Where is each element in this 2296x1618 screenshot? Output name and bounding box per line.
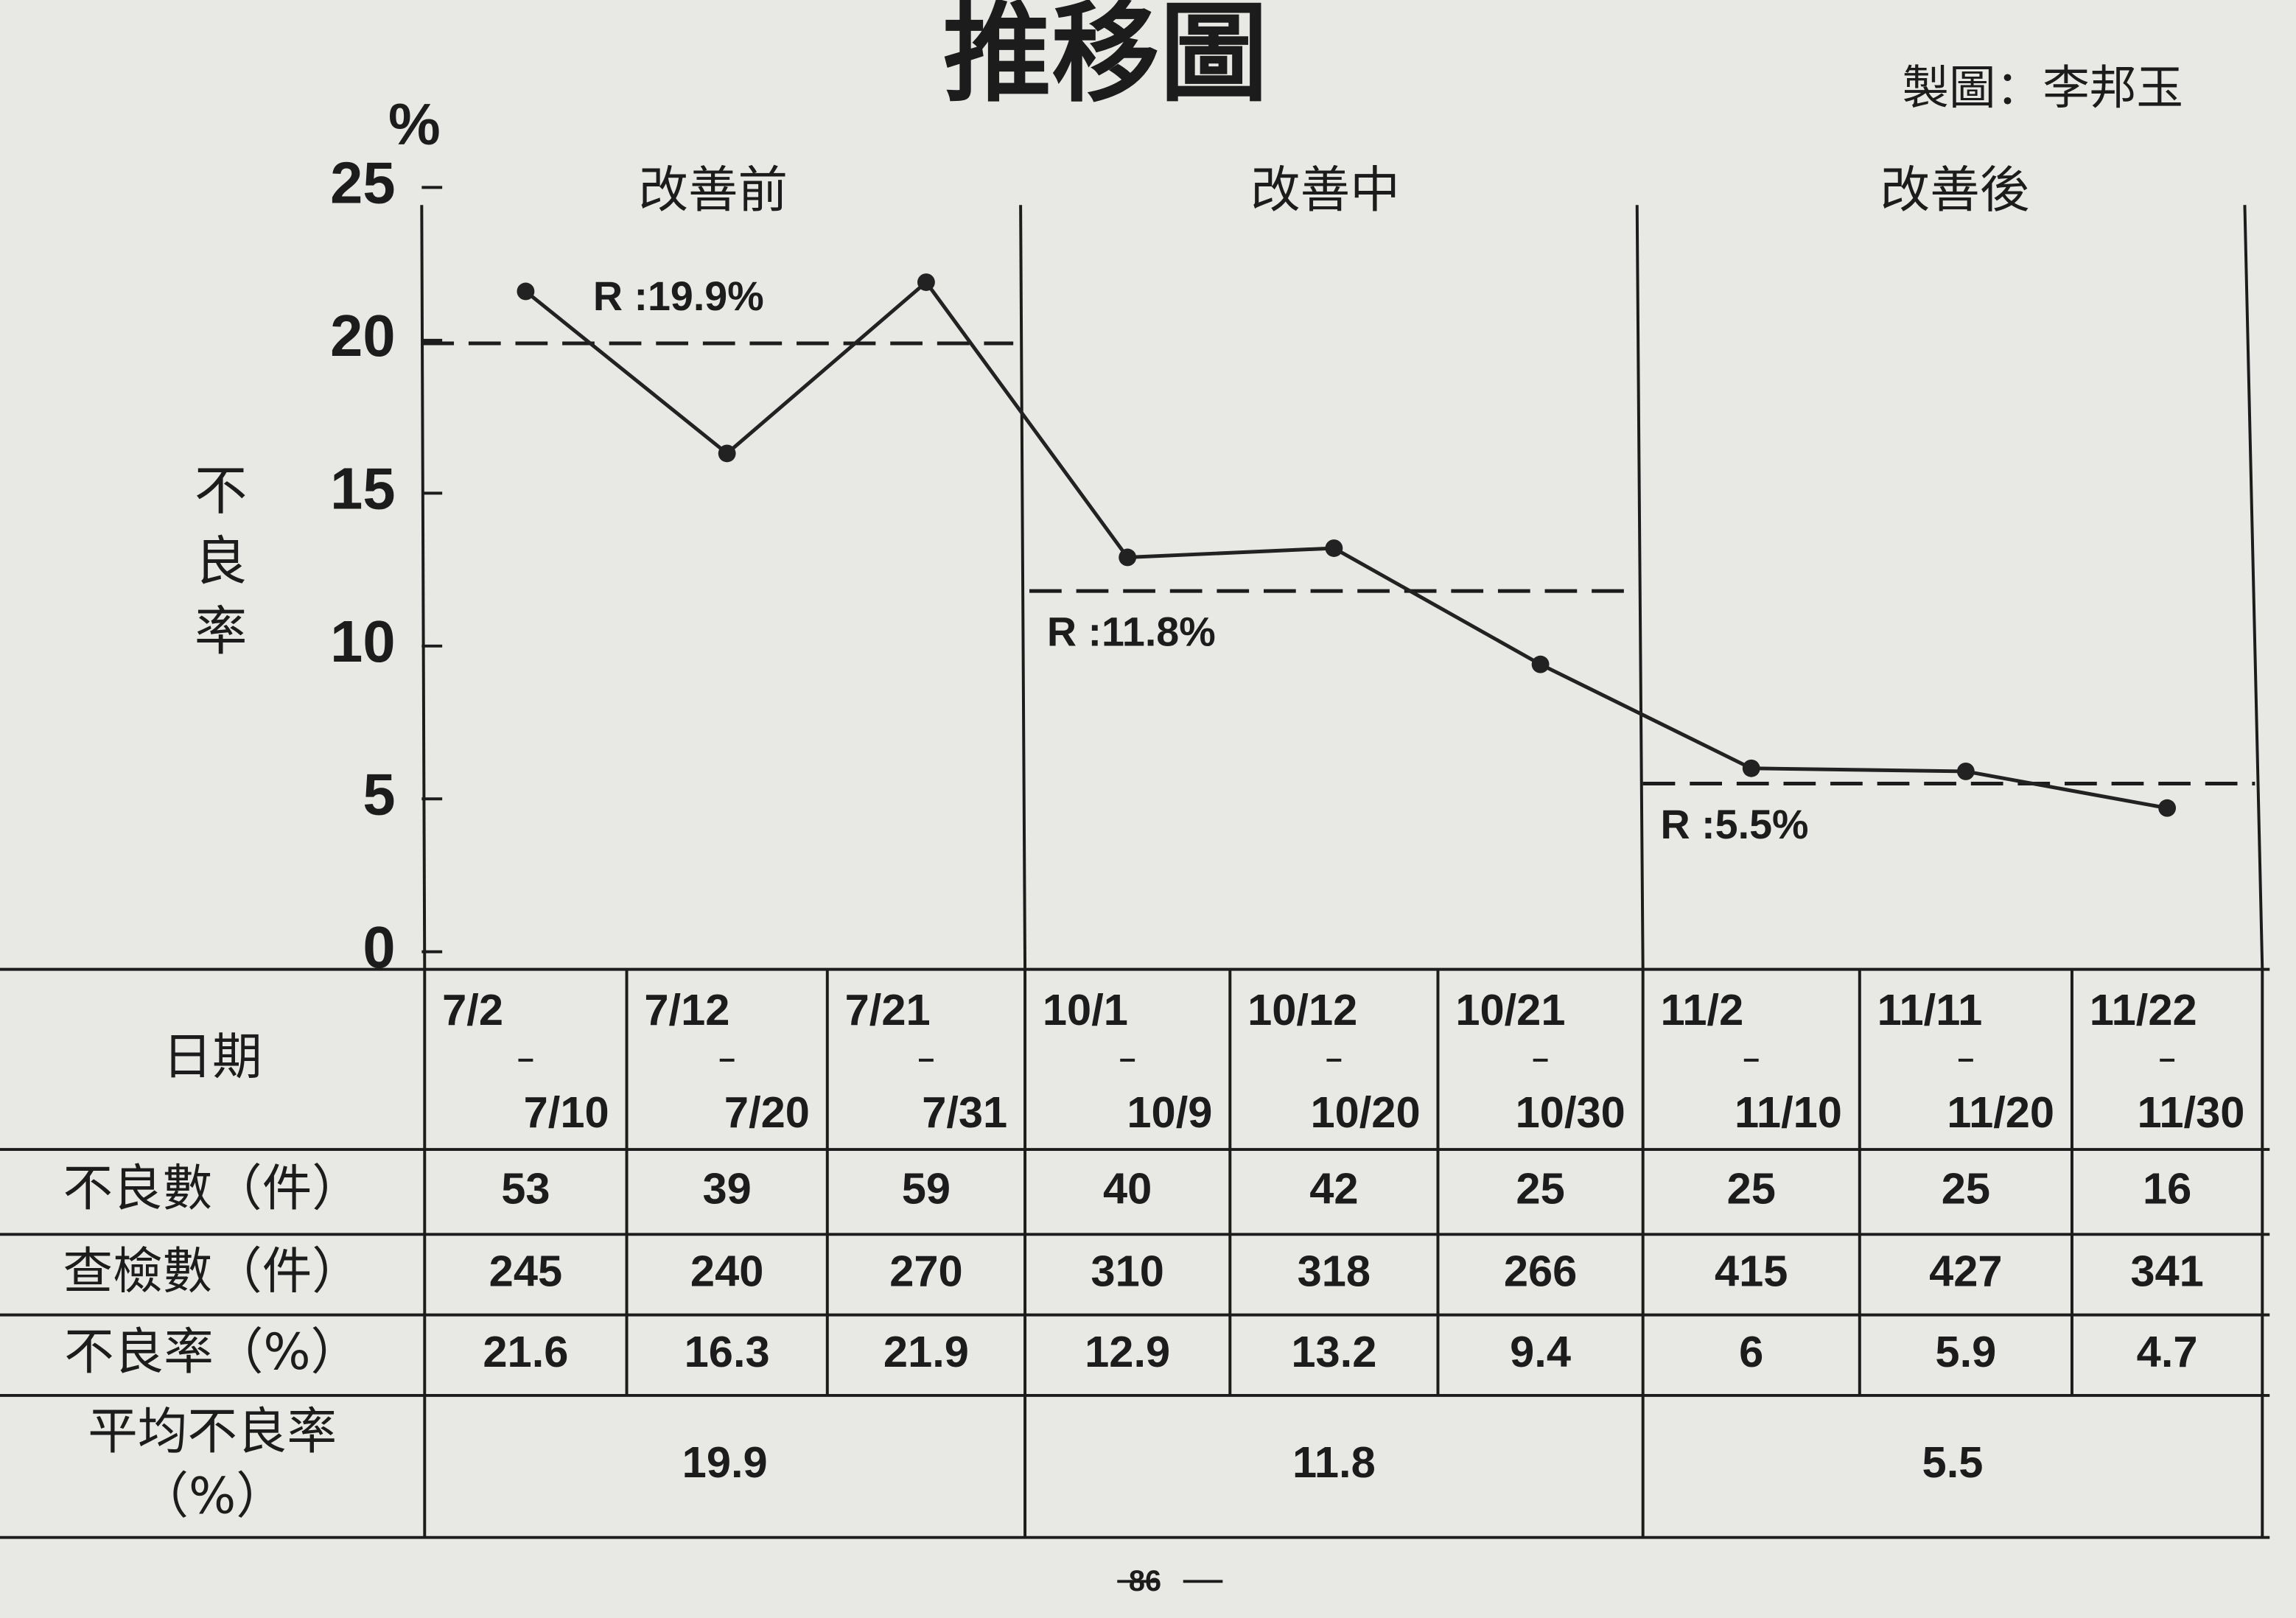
cell: 318 xyxy=(1298,1247,1371,1296)
data-point xyxy=(1742,759,1760,777)
cell: 16 xyxy=(2143,1163,2191,1213)
cell: 5.9 xyxy=(1935,1327,1996,1376)
cell: 9.4 xyxy=(1510,1327,1571,1376)
average-label: 平均不良率 xyxy=(88,1402,337,1460)
data-point xyxy=(2158,799,2177,817)
row-label: 不良數（件） xyxy=(63,1159,362,1217)
phase-divider xyxy=(1635,205,1645,970)
date-end: 10/20 xyxy=(1310,1088,1420,1137)
data-point xyxy=(917,273,935,291)
y-tick-label: 20 xyxy=(330,303,395,368)
cell: 25 xyxy=(1727,1163,1776,1213)
date-start: 10/12 xyxy=(1247,985,1357,1034)
cell: 12.9 xyxy=(1085,1327,1170,1376)
mean-label: R :11.8% xyxy=(1047,609,1216,654)
y-tick-label: 15 xyxy=(330,455,395,521)
data-point xyxy=(1956,763,1975,780)
cell: 427 xyxy=(1929,1247,2002,1296)
date-start: 11/11 xyxy=(1877,985,1983,1034)
row-label: 不良率（%） xyxy=(64,1323,360,1381)
date-end: 7/31 xyxy=(922,1088,1007,1137)
chart-right-border xyxy=(2243,205,2264,970)
date-end: 11/10 xyxy=(1735,1088,1842,1137)
phase-label: 改善中 xyxy=(1250,161,1400,219)
phase-divider xyxy=(1019,205,1027,970)
cell: 21.6 xyxy=(483,1327,568,1376)
average-cell: 19.9 xyxy=(682,1437,768,1487)
date-end: 7/20 xyxy=(724,1088,810,1137)
date-start: 7/12 xyxy=(644,985,729,1034)
data-point xyxy=(517,282,535,301)
y-axis xyxy=(420,205,427,970)
date-start: 7/2 xyxy=(442,985,503,1034)
cell: 16.3 xyxy=(685,1327,770,1376)
cell: 59 xyxy=(902,1163,951,1213)
cell: 6 xyxy=(1739,1327,1763,1376)
table-header-label: 日期 xyxy=(163,1027,262,1085)
cell: 310 xyxy=(1091,1247,1163,1296)
date-end: 7/10 xyxy=(524,1088,609,1137)
mean-label: R :19.9% xyxy=(593,273,764,319)
cell: 53 xyxy=(501,1163,550,1213)
cell: 4.7 xyxy=(2137,1327,2198,1376)
cell: 270 xyxy=(889,1247,962,1296)
row-label: 查檢數（件） xyxy=(63,1242,362,1300)
cell: 341 xyxy=(2130,1247,2203,1296)
author: 製圖：李邦玉 xyxy=(1902,60,2183,115)
data-point xyxy=(718,444,736,463)
page-number: 86 xyxy=(1129,1565,1161,1597)
y-tick-label: 10 xyxy=(330,609,395,674)
date-start: 11/2 xyxy=(1661,985,1744,1034)
average-label: （%） xyxy=(139,1467,286,1525)
cell: 245 xyxy=(489,1247,562,1296)
y-axis-label: 不良率 xyxy=(186,463,247,673)
cell: 21.9 xyxy=(883,1327,969,1376)
cell: 42 xyxy=(1309,1163,1358,1213)
date-start: 10/21 xyxy=(1455,985,1565,1034)
data-point xyxy=(1119,548,1137,567)
y-tick-label: 5 xyxy=(363,761,395,827)
y-tick-label: 25 xyxy=(330,150,395,215)
data-point xyxy=(1531,655,1550,673)
cell: 240 xyxy=(690,1247,763,1296)
cell: 25 xyxy=(1516,1163,1564,1213)
date-end: 11/20 xyxy=(1947,1088,2054,1137)
mean-label: R :5.5% xyxy=(1661,802,1809,847)
date-end: 10/9 xyxy=(1127,1088,1212,1137)
cell: 13.2 xyxy=(1291,1327,1376,1376)
average-cell: 11.8 xyxy=(1292,1437,1376,1487)
cell: 415 xyxy=(1715,1247,1788,1296)
date-start: 10/1 xyxy=(1043,985,1128,1034)
date-end: 11/30 xyxy=(2138,1088,2245,1137)
average-cell: 5.5 xyxy=(1922,1437,1984,1487)
date-start: 7/21 xyxy=(845,985,931,1034)
y-unit: % xyxy=(388,91,441,157)
date-end: 10/30 xyxy=(1516,1088,1625,1137)
cell: 39 xyxy=(703,1163,752,1213)
cell: 25 xyxy=(1942,1163,1990,1213)
date-start: 11/22 xyxy=(2090,985,2197,1034)
cell: 266 xyxy=(1504,1247,1577,1296)
chart-title: 推移圖 xyxy=(943,0,1268,117)
phase-label: 改善前 xyxy=(638,161,788,219)
data-point xyxy=(1325,539,1343,557)
phase-label: 改善後 xyxy=(1880,161,2030,219)
cell: 40 xyxy=(1103,1163,1152,1213)
